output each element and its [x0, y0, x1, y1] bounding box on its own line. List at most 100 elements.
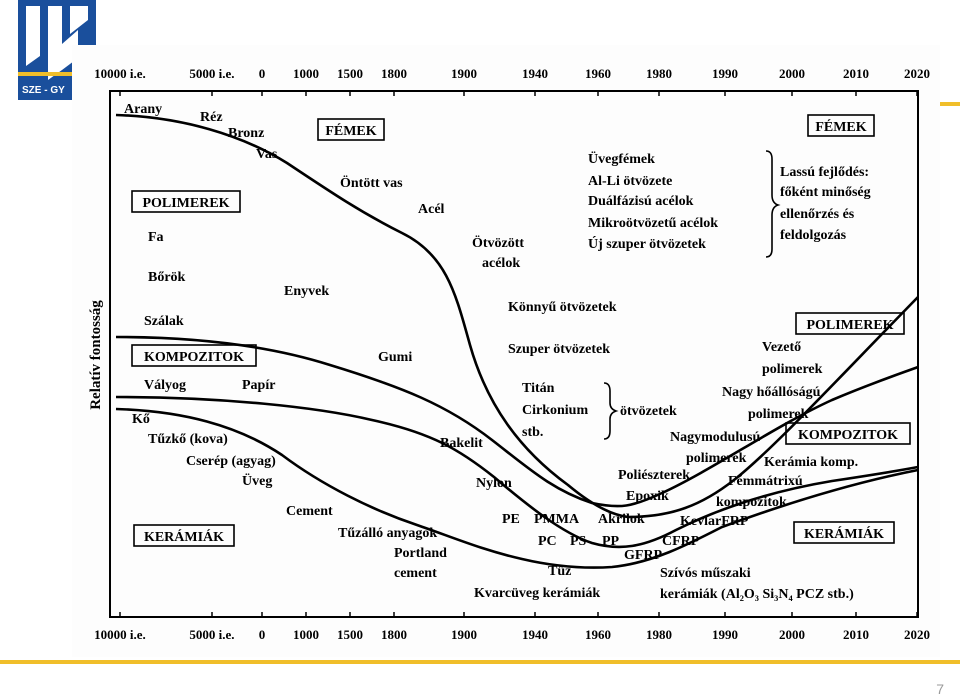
label-vas: Vas: [256, 147, 278, 162]
box-keramiak-left: [133, 524, 235, 547]
top-axis-labels: 10000 i.e. 5000 i.e. 0 1000 1500 1800 19…: [94, 66, 930, 81]
label-pmma: PMMA: [534, 512, 580, 527]
category-boxes: [131, 114, 911, 547]
top-tick-label: 5000 i.e.: [189, 66, 234, 81]
bottom-tick-label: 2000: [779, 627, 805, 642]
label-acel: Acél: [418, 202, 445, 217]
label-konnyu: Könnyű ötvözetek: [508, 300, 617, 315]
label-acelok: acélok: [482, 256, 520, 271]
box-label-femek-left: FÉMEK: [325, 122, 376, 139]
label-feldolgozas: feldolgozás: [780, 228, 847, 243]
box-label-keramiak-right: KERÁMIÁK: [804, 525, 884, 542]
label-keramiak-formula: kerámiák (Al₂O₃ Si₃N₄ PCZ stb.): [660, 587, 854, 602]
label-szivos: Szívós műszaki: [660, 566, 751, 581]
label-polimerek-a: polimerek: [762, 362, 823, 377]
box-label-femek-right: FÉMEK: [815, 118, 866, 135]
bottom-tick-label: 1900: [451, 627, 477, 642]
y-axis-label: Relatív fontosság: [88, 300, 104, 410]
label-portland: Portland: [394, 546, 447, 561]
polymers-curve: [115, 335, 919, 508]
label-cfrp: CFRP: [662, 534, 700, 549]
top-tick-label: 1800: [381, 66, 407, 81]
bottom-tick-label: 1800: [381, 627, 407, 642]
materials-evolution-diagram: 10000 i.e. 5000 i.e. 0 1000 1500 1800 19…: [72, 45, 940, 657]
label-pc: PC: [538, 534, 557, 549]
box-keramiak-right: [793, 521, 895, 544]
label-gfrp: GFRP: [624, 548, 663, 563]
label-pp: PP: [602, 534, 620, 549]
top-tick-label: 0: [259, 66, 266, 81]
label-tuzallo: Tűzálló anyagok: [338, 526, 437, 541]
label-tuz: Tűz: [548, 564, 571, 579]
label-femmatrixu: Fémmátrixú: [728, 474, 803, 489]
top-axis: [119, 91, 918, 96]
bottom-tick-label: 1000: [293, 627, 319, 642]
label-cement2: cement: [394, 566, 437, 581]
top-tick-label: 10000 i.e.: [94, 66, 146, 81]
annotations: Arany Réz Bronz Vas Öntött vas Acél Ötvö…: [124, 102, 871, 602]
top-tick-label: 1500: [337, 66, 363, 81]
label-pe: PE: [502, 512, 520, 527]
bottom-tick-label: 5000 i.e.: [189, 627, 234, 642]
top-tick-label: 1000: [293, 66, 319, 81]
bottom-accent-rule: [0, 660, 960, 664]
composites-curve: [115, 395, 919, 549]
box-femek-right: [807, 114, 875, 137]
bottom-tick-label: 1500: [337, 627, 363, 642]
label-lassu: Lassú fejlődés:: [780, 165, 869, 180]
label-polimerek-c: polimerek: [686, 451, 747, 466]
label-kevlar: KevlarFRP: [680, 514, 749, 529]
metals-curve: [115, 113, 919, 519]
label-nagymodulusu: Nagymodulusú: [670, 430, 760, 445]
label-otvozetek: ötvözetek: [620, 404, 677, 419]
label-ps: PS: [570, 534, 587, 549]
label-cement: Cement: [286, 504, 333, 519]
brace-metals-right: [765, 150, 781, 258]
bottom-tick-label: 1940: [522, 627, 548, 642]
top-tick-label: 2020: [904, 66, 930, 81]
box-polimerek-right: [795, 312, 905, 335]
label-poliesz: Poliészterek: [618, 468, 690, 483]
label-szalak: Szálak: [144, 314, 184, 329]
box-kompozitok-left: [131, 344, 257, 367]
diagram-svg: 10000 i.e. 5000 i.e. 0 1000 1500 1800 19…: [88, 66, 930, 642]
top-tick-label: 2010: [843, 66, 869, 81]
label-otvozott: Ötvözött: [472, 234, 524, 251]
label-borok: Bőrök: [148, 270, 186, 285]
bottom-axis: [119, 612, 918, 617]
bottom-tick-label: 2020: [904, 627, 930, 642]
label-rez: Réz: [200, 110, 223, 125]
brace-titan: [603, 382, 619, 440]
label-mikroot: Mikroötvözetű acélok: [588, 216, 718, 231]
label-kvarcuveg: Kvarcüveg kerámiák: [474, 586, 600, 601]
label-akrilok: Akrilok: [598, 512, 645, 527]
bottom-tick-label: 1980: [646, 627, 672, 642]
top-tick-label: 1900: [451, 66, 477, 81]
label-uvegfemek: Üvegfémek: [588, 150, 655, 167]
top-tick-label: 1990: [712, 66, 738, 81]
label-fa: Fa: [148, 230, 164, 245]
label-nylon: Nylon: [476, 476, 512, 491]
top-tick-label: 1940: [522, 66, 548, 81]
label-papir: Papír: [242, 378, 275, 393]
page-number: 7: [936, 681, 944, 697]
box-label-kompozitok-left: KOMPOZITOK: [144, 350, 244, 365]
label-bakelit: Bakelit: [440, 436, 483, 451]
bottom-tick-label: 2010: [843, 627, 869, 642]
label-gumi: Gumi: [378, 350, 412, 365]
label-ellenorzes: ellenőrzés és: [780, 207, 855, 222]
label-ko: Kő: [132, 412, 150, 427]
label-valyog: Vályog: [144, 378, 186, 393]
label-cirkonium: Cirkonium: [522, 403, 588, 418]
label-szuper: Szuper ötvözetek: [508, 342, 610, 357]
label-kompozitok: kompozitok: [716, 495, 787, 510]
top-tick-label: 1960: [585, 66, 611, 81]
box-femek-left: [317, 118, 385, 141]
label-vezeto: Vezető: [762, 340, 801, 355]
label-tuzko: Tűzkő (kova): [148, 432, 228, 447]
label-alli: Al-Li ötvözete: [588, 174, 672, 189]
bottom-axis-labels: 10000 i.e. 5000 i.e. 0 1000 1500 1800 19…: [94, 627, 930, 642]
box-polimerek-left: [131, 190, 241, 213]
label-fokent: főként minőség: [780, 185, 871, 200]
